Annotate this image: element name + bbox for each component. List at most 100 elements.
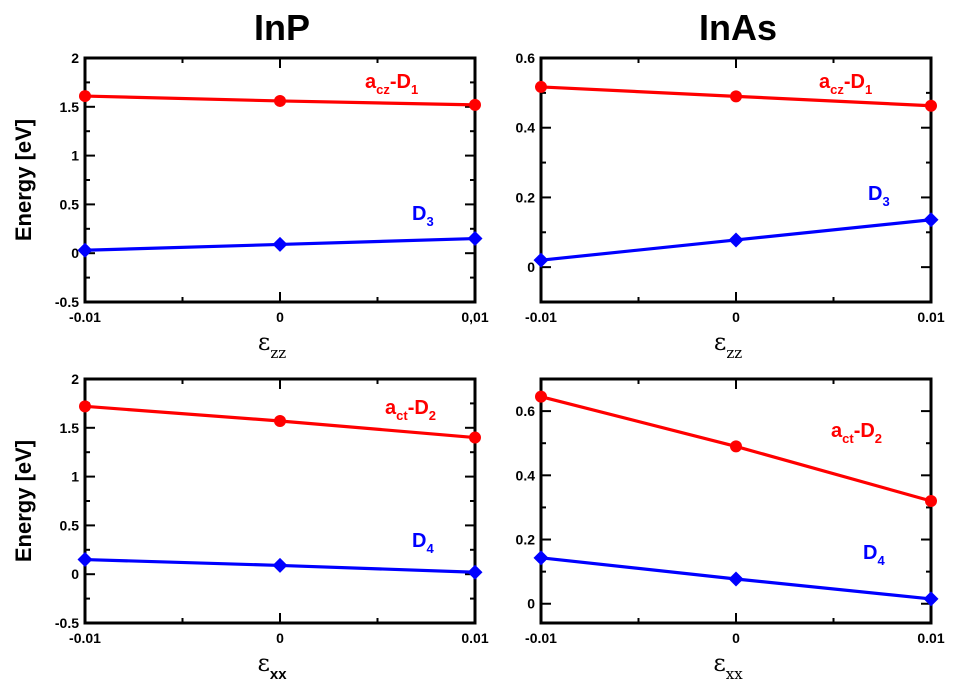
- data-point: [728, 571, 744, 587]
- column-title-inp: InP: [254, 7, 310, 48]
- data-point: [469, 431, 481, 444]
- series-label: acz-D1: [365, 71, 418, 97]
- data-point: [272, 557, 288, 573]
- series-label-sub: cz: [830, 82, 844, 97]
- x-tick-label: 0: [276, 309, 284, 325]
- series-label-main: D: [412, 530, 426, 552]
- series-label-sub2: 1: [411, 82, 418, 97]
- series-label-sub2: 2: [429, 408, 436, 423]
- series-label: D4: [412, 530, 434, 556]
- series-label-main: a: [831, 420, 843, 442]
- data-point: [533, 252, 549, 268]
- data-point: [923, 591, 939, 607]
- series-label: acz-D1: [819, 71, 872, 97]
- series-label-sub2: 2: [875, 431, 882, 446]
- y-tick-label: 1.5: [60, 420, 80, 436]
- series-label-mid: -D: [854, 420, 875, 442]
- y-axis-label: Energy [eV]: [11, 440, 36, 562]
- data-point: [925, 495, 937, 507]
- data-point: [77, 552, 93, 568]
- data-point: [79, 400, 91, 413]
- x-tick-label: -0.01: [525, 630, 557, 646]
- series-label-mid: -D: [844, 71, 865, 93]
- x-axis-label: εzz: [258, 328, 286, 362]
- series-label-main: D: [412, 203, 426, 225]
- chart-panel-3: -0.01 0 0.01 0 0.2 0.4 0.6 εxx act-D2 D4: [516, 377, 945, 683]
- series-act-D2: act-D2: [79, 397, 481, 444]
- y-tick-label: 0.2: [516, 189, 536, 205]
- y-tick-label: 0.6: [516, 403, 536, 419]
- data-point: [923, 212, 939, 228]
- series-label-sub: ct: [396, 408, 408, 423]
- y-tick-label: 0.5: [60, 196, 80, 212]
- series-label-sub: 3: [426, 214, 433, 229]
- series-label: D4: [863, 542, 885, 568]
- series-label-sub2: 1: [865, 82, 872, 97]
- data-point: [730, 90, 742, 103]
- y-tick-label: 1.5: [60, 99, 80, 115]
- series-label-sub: 3: [882, 194, 889, 209]
- series-D3: D3: [533, 183, 939, 268]
- series-label: D3: [412, 203, 434, 229]
- series-D4: D4: [533, 542, 939, 607]
- data-point: [730, 440, 742, 453]
- x-tick-label: 0: [276, 630, 284, 646]
- chart-panel-0: -0.01 0 0,01 -0.5 0 0.5 1 1.5 2 Energy [eV] εzz acz…: [11, 50, 489, 362]
- x-tick-label: 0.01: [917, 630, 944, 646]
- x-tick-label: 0.01: [461, 630, 488, 646]
- series-label: act-D2: [385, 397, 436, 423]
- column-title-inas: InAs: [699, 7, 777, 48]
- data-point: [467, 564, 483, 580]
- series-label: D3: [868, 183, 890, 209]
- data-point: [535, 80, 547, 93]
- series-label-sub: cz: [376, 82, 390, 97]
- y-axis-label: Energy [eV]: [11, 119, 36, 241]
- series-label-sub: ct: [842, 431, 854, 446]
- data-point: [79, 90, 91, 103]
- x-tick-label: -0.01: [69, 309, 101, 325]
- y-tick-label: 1: [71, 469, 79, 485]
- x-axis-label: εxx: [257, 649, 287, 683]
- series-D3: D3: [77, 203, 483, 258]
- x-tick-label: 0: [732, 309, 740, 325]
- y-tick-label: -0.5: [55, 615, 79, 631]
- series-act-D2: act-D2: [535, 390, 937, 507]
- y-tick-label: 0.2: [516, 532, 536, 548]
- series-label-main: a: [365, 71, 377, 93]
- y-tick-label: -0.5: [55, 294, 79, 310]
- data-point: [469, 98, 481, 111]
- series-label-sub: 4: [426, 541, 434, 556]
- series-label: act-D2: [831, 420, 882, 446]
- data-point: [467, 231, 483, 247]
- data-point: [77, 242, 93, 258]
- series-label-main: D: [868, 183, 882, 205]
- y-tick-label: 0.4: [516, 120, 536, 136]
- x-axis-symbol: ε: [258, 328, 270, 356]
- y-tick-label: 2: [71, 371, 79, 387]
- data-point: [925, 99, 937, 112]
- series-acz-D1: acz-D1: [79, 71, 481, 111]
- x-axis-label: εzz: [714, 328, 742, 362]
- chart-panel-1: -0.01 0 0.01 0 0.2 0.4 0.6 εzz acz-D1 D3: [516, 50, 945, 362]
- y-tick-label: 2: [71, 50, 79, 66]
- series-label-mid: -D: [408, 397, 429, 419]
- y-tick-label: 0: [71, 245, 79, 261]
- x-axis-label: εxx: [713, 649, 743, 683]
- x-tick-label: 0: [732, 630, 740, 646]
- y-tick-label: 0.6: [516, 50, 536, 66]
- data-point: [728, 232, 744, 248]
- y-tick-label: 1: [71, 148, 79, 164]
- x-tick-label: -0.01: [525, 309, 557, 325]
- y-tick-label: 0: [71, 566, 79, 582]
- y-tick-label: 0.4: [516, 467, 536, 483]
- x-tick-label: 0,01: [461, 309, 488, 325]
- x-axis-subscript: zz: [726, 344, 742, 362]
- y-tick-label: 0.5: [60, 517, 80, 533]
- x-tick-label: 0.01: [917, 309, 944, 325]
- series-acz-D1: acz-D1: [535, 71, 937, 112]
- series-label-main: a: [385, 397, 397, 419]
- x-axis-symbol: ε: [714, 328, 726, 356]
- series-label-main: a: [819, 71, 831, 93]
- chart-panel-2: -0.01 0 0.01 -0.5 0 0.5 1 1.5 2 Energy [eV] εxx act…: [11, 371, 489, 683]
